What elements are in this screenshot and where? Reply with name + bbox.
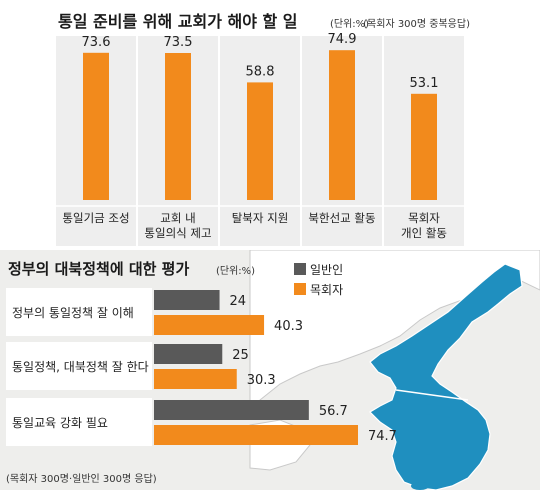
- top-category-label: 목회자: [408, 211, 440, 225]
- bar-general: [154, 344, 223, 364]
- bottom-bar-group: 정부의 통일정책 잘 이해 24 40.3 통일정책, 대북정책 잘 한다 25 30.3…: [6, 288, 397, 446]
- bottom-category-label: 통일정책, 대북정책 잘 한다: [12, 359, 149, 374]
- top-category-label: 통일의식 제고: [144, 226, 211, 240]
- bottom-chart-title: 정부의 대북정책에 대한 평가: [8, 260, 189, 278]
- bottom-category-label: 통일교육 강화 필요: [12, 416, 108, 430]
- category-label-box: [6, 288, 152, 336]
- top-bar-value-label: 58.8: [246, 64, 275, 79]
- top-category-label: 개인 활동: [401, 226, 447, 240]
- bottom-bar-value-label: 30.3: [247, 373, 276, 388]
- bottom-bar-value-label: 74.7: [368, 429, 397, 444]
- bottom-bar-value-label: 25: [232, 348, 249, 363]
- top-bar: [411, 93, 437, 200]
- top-chart-note: (목회자 300명 중복응답): [363, 18, 470, 30]
- top-category-label: 통일기금 조성: [62, 211, 129, 225]
- top-bar: [165, 53, 191, 200]
- bottom-category-label: 정부의 통일정책 잘 이해: [12, 305, 134, 320]
- bottom-bar-value-label: 24: [230, 294, 247, 309]
- legend-label: 목회자: [310, 283, 343, 297]
- bar-general: [154, 400, 309, 420]
- top-chart-unit: (단위:%): [330, 17, 369, 30]
- top-bar: [329, 50, 355, 201]
- bottom-bar-value-label: 40.3: [274, 319, 303, 334]
- bar-pastor: [154, 425, 358, 445]
- legend-swatch: [294, 283, 306, 295]
- bar-pastor: [154, 315, 265, 335]
- top-bar-value-label: 73.5: [164, 35, 193, 50]
- top-chart-panel: 통일 준비를 위해 교회가 해야 할 일 (단위:%) (목회자 300명 중복…: [56, 12, 471, 246]
- top-bar-value-label: 74.9: [328, 32, 357, 47]
- top-bar: [83, 52, 109, 200]
- top-bar-value-label: 53.1: [410, 76, 439, 91]
- legend-label: 일반인: [310, 263, 343, 277]
- bottom-bar-value-label: 56.7: [319, 404, 348, 419]
- top-category-label: 탈북자 지원: [232, 211, 289, 225]
- jeju-island: [411, 482, 429, 490]
- category-label-box: [6, 342, 152, 390]
- bar-pastor: [154, 369, 237, 389]
- top-bar: [247, 82, 273, 200]
- top-category-label: 교회 내: [160, 211, 195, 225]
- dmz-line: [395, 389, 469, 401]
- top-chart-svg: 통일 준비를 위해 교회가 해야 할 일 (단위:%) (목회자 300명 중복…: [56, 12, 470, 246]
- top-bar-value-label: 73.6: [82, 35, 111, 50]
- category-label-box: [6, 398, 152, 446]
- bar-general: [154, 290, 220, 310]
- bottom-chart-footnote: (목회자 300명·일반인 300명 응답): [6, 473, 157, 485]
- top-chart-title: 통일 준비를 위해 교회가 해야 할 일: [58, 12, 298, 31]
- korea-map-icon: [249, 250, 540, 490]
- legend-swatch: [294, 263, 306, 275]
- top-category-label: 북한선교 활동: [308, 211, 375, 225]
- bottom-chart-unit: (단위:%): [216, 264, 255, 277]
